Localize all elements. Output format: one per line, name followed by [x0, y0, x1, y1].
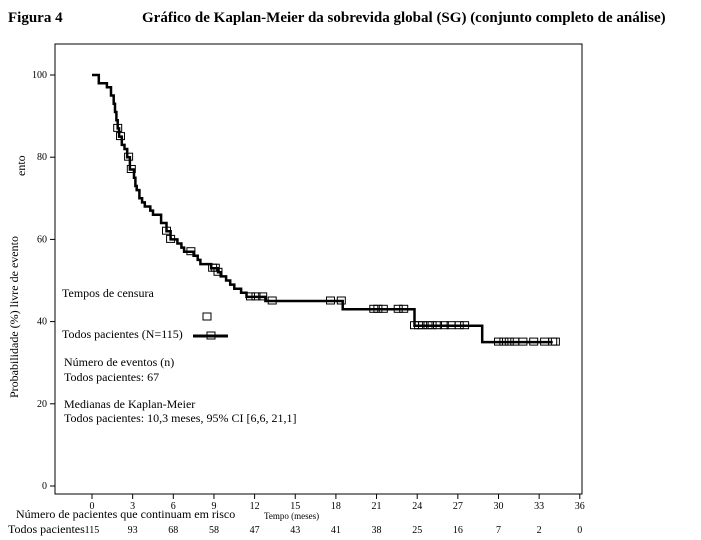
censor-mark	[326, 296, 335, 305]
figure-label: Figura 4	[8, 10, 63, 26]
risk-value: 68	[168, 525, 178, 536]
censor-mark	[246, 292, 255, 301]
censor-mark	[336, 296, 346, 305]
x-tick-label: 15	[290, 501, 300, 512]
y-tick-label: 60	[37, 234, 47, 245]
censor-mark	[116, 132, 125, 141]
censor-mark	[504, 337, 514, 346]
censor-mark	[439, 321, 449, 330]
events-title: Número de eventos (n)	[64, 355, 174, 369]
y-tick-label: 80	[37, 152, 47, 163]
censor-mark	[373, 304, 383, 313]
risk-value: 2	[537, 525, 542, 536]
censor-mark	[124, 152, 134, 161]
median-title: Medianas de Kaplan-Meier	[64, 397, 195, 411]
y-tick-label: 100	[32, 70, 47, 81]
survival-curve	[92, 73, 553, 344]
censor-mark	[427, 321, 437, 330]
censor-mark	[529, 337, 539, 346]
risk-table-title: Número de pacientes que continuam em ris…	[16, 507, 235, 521]
censor-mark	[186, 247, 196, 256]
risk-value: 47	[250, 525, 260, 536]
censor-mark	[454, 321, 464, 330]
x-tick-label: 18	[331, 501, 341, 512]
curve-group	[92, 73, 553, 344]
censor-mark	[210, 263, 220, 272]
x-tick-label: 6	[171, 501, 176, 512]
risk-value: 25	[412, 525, 422, 536]
risk-value: 115	[85, 525, 100, 536]
x-tick-label: 24	[412, 501, 422, 512]
x-tick-label: 36	[575, 501, 585, 512]
censor-mark	[418, 321, 428, 330]
y-tick-label: 0	[42, 481, 47, 492]
x-axis-label: Tempo (meses)	[264, 511, 319, 521]
censor-mark	[213, 267, 223, 276]
y-tick-label: 20	[37, 399, 47, 410]
y-axis-label: Probabilidade (%) livre de evento	[7, 236, 21, 398]
x-tick-label: 27	[453, 501, 463, 512]
figure-title: Gráfico de Kaplan-Meier da sobrevida glo…	[142, 10, 666, 26]
legend-series-censor-marker	[206, 331, 216, 340]
x-tick-label: 3	[130, 501, 135, 512]
risk-value: 58	[209, 525, 219, 536]
censor-mark	[550, 337, 560, 346]
risk-value: 38	[372, 525, 382, 536]
x-tick-label: 0	[90, 501, 95, 512]
censor-mark	[267, 296, 277, 305]
censor-mark	[433, 321, 442, 330]
censor-group	[113, 123, 560, 346]
risk-value: 16	[453, 525, 463, 536]
censor-mark	[113, 123, 123, 132]
y-tick-label: 40	[37, 317, 47, 328]
x-tick-label: 12	[250, 501, 260, 512]
risk-value: 93	[128, 525, 138, 536]
x-tick-label: 30	[494, 501, 504, 512]
legend-series-label: Todos pacientes (N=115)	[62, 327, 183, 341]
censor-mark	[518, 337, 528, 346]
censor-mark	[126, 165, 136, 173]
x-tick-label: 21	[372, 501, 382, 512]
x-tick-label: 9	[211, 501, 216, 512]
censor-mark	[378, 304, 388, 313]
censor-mark	[251, 292, 261, 301]
censor-mark	[499, 337, 509, 346]
censor-mark	[460, 321, 470, 330]
risk-values-group: 115 93 68 58 47 43 41 38 25 16 7 2 0	[85, 525, 583, 536]
x-tick-label: 33	[534, 501, 544, 512]
risk-row-label: Todos pacientes	[8, 522, 85, 536]
censor-mark	[162, 226, 171, 235]
plot-frame	[54, 43, 583, 495]
median-value: Todos pacientes: 10,3 meses, 95% CI [6,6…	[64, 411, 296, 425]
censor-mark	[258, 292, 268, 301]
censor-mark	[166, 234, 176, 243]
censor-mark	[494, 337, 503, 346]
risk-value: 7	[496, 525, 501, 536]
risk-value: 41	[331, 525, 341, 536]
censor-mark	[393, 304, 403, 313]
legend-header-censor-marker	[202, 312, 212, 321]
y-axis-label-fragment: ento	[14, 155, 28, 176]
risk-value: 0	[577, 525, 582, 536]
legend-header: Tempos de censura	[62, 286, 154, 300]
censor-mark	[399, 304, 409, 313]
risk-value: 43	[290, 525, 300, 536]
events-value: Todos pacientes: 67	[64, 370, 159, 384]
